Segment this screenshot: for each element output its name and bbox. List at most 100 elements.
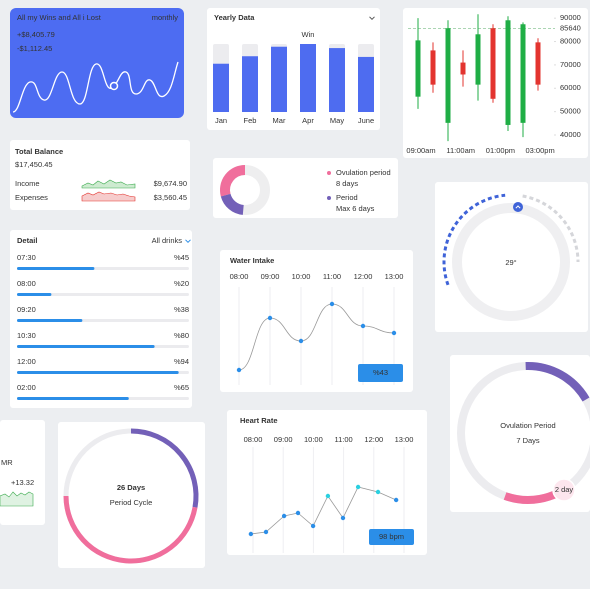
chevron (515, 205, 521, 209)
row-label: 12:00 (17, 357, 36, 366)
filter: All drinks (152, 236, 183, 245)
gauge-value: 29° (505, 258, 516, 267)
y-tick-label: 90000 (560, 13, 581, 22)
badge-label: 2 day (555, 485, 574, 494)
wave (12, 61, 179, 113)
badge (369, 529, 414, 545)
bar-track (17, 293, 189, 296)
point (393, 497, 399, 503)
ring-title: Ovulation Period (500, 421, 555, 430)
legend-label: Ovulation period (336, 168, 391, 177)
candle-body (460, 62, 466, 75)
chevron (185, 239, 191, 244)
card (227, 410, 427, 555)
row-label: 09:20 (17, 305, 36, 314)
candle-body (415, 40, 421, 97)
card (10, 140, 190, 210)
losses: -$1,112.45 (17, 44, 52, 53)
bar (329, 48, 345, 112)
candle-body (430, 50, 436, 85)
y-tick-label: 40000 (560, 130, 581, 139)
gauge-knob (513, 202, 523, 212)
sparkline (0, 491, 34, 507)
wins: +$8,405.79 (17, 30, 55, 39)
x-tick-label: 09:00 (261, 272, 280, 281)
card (207, 8, 380, 130)
bar (358, 56, 374, 112)
legend-label: Period (336, 193, 358, 202)
x-tick-label: June (358, 116, 374, 125)
y-tick-label: 50000 (560, 107, 581, 116)
point (310, 523, 316, 529)
bar (271, 46, 287, 112)
x-tick-label: 09:00 (274, 435, 293, 444)
row-value: %94 (174, 357, 189, 366)
x-tick-label: Mar (273, 116, 286, 125)
card-title: All my Wins and All i Lost (17, 13, 102, 22)
ring-label: Period Cycle (110, 498, 153, 507)
card (450, 355, 590, 512)
label: Expenses (15, 193, 48, 202)
bar (242, 56, 258, 112)
x-tick-label: Jan (215, 116, 227, 125)
marker-label: 85640 (560, 23, 581, 32)
point (263, 529, 269, 535)
donut-segment (220, 193, 245, 215)
ring-label: 7 Days (516, 436, 540, 445)
point (325, 493, 331, 499)
point (298, 338, 304, 344)
badge-label: 98 bpm (379, 532, 404, 541)
ring-title: 26 Days (117, 483, 145, 492)
label: Income (15, 179, 40, 188)
badge (358, 364, 403, 382)
sparkline (81, 179, 136, 189)
amount: $9,674.90 (154, 179, 187, 188)
point (375, 489, 381, 495)
row-label: 02:00 (17, 383, 36, 392)
total: $17,450.45 (15, 160, 53, 169)
sparkline (81, 191, 136, 202)
x-tick-label: 08:00 (230, 272, 249, 281)
period: monthly (152, 13, 179, 22)
candle-body (490, 28, 496, 99)
gauge-dash (442, 193, 506, 286)
gauge-ring (452, 203, 570, 321)
row-value: %38 (174, 305, 189, 314)
x-tick-label: Apr (302, 116, 314, 125)
point (360, 323, 366, 329)
point (329, 301, 335, 307)
bar (300, 44, 316, 112)
legend-dot (327, 196, 331, 200)
y-tick-label: 70000 (560, 60, 581, 69)
candle-body (520, 24, 526, 123)
card (58, 422, 205, 568)
legend: Win (302, 30, 315, 39)
change: +13.32 (11, 478, 34, 487)
x-tick-label: Feb (244, 116, 257, 125)
bar (17, 371, 179, 374)
wave-marker (109, 81, 119, 91)
card-title: MR (1, 458, 13, 467)
bar (213, 63, 229, 112)
x-tick-label: 10:00 (292, 272, 311, 281)
bar (17, 397, 129, 400)
donut-segment (220, 165, 246, 197)
row-value: %45 (174, 253, 189, 262)
chart-title: Heart Rate (240, 416, 278, 425)
candle-body (505, 20, 511, 125)
x-tick-label: 09:00am (406, 146, 435, 155)
bar (17, 267, 95, 270)
chart-title: Water Intake (230, 256, 274, 265)
x-tick-label: 01:00pm (486, 146, 515, 155)
legend-detail: 8 days (336, 179, 358, 188)
x-tick-label: 11:00am (446, 146, 475, 155)
point (281, 513, 287, 519)
x-tick-label: 11:00 (323, 272, 341, 281)
badge (552, 478, 576, 502)
row-value: %20 (174, 279, 189, 288)
point (295, 510, 301, 516)
point (391, 330, 397, 336)
x-tick-label: 10:00 (304, 435, 323, 444)
x-tick-label: 12:00 (354, 272, 373, 281)
y-tick-label: 60000 (560, 83, 581, 92)
